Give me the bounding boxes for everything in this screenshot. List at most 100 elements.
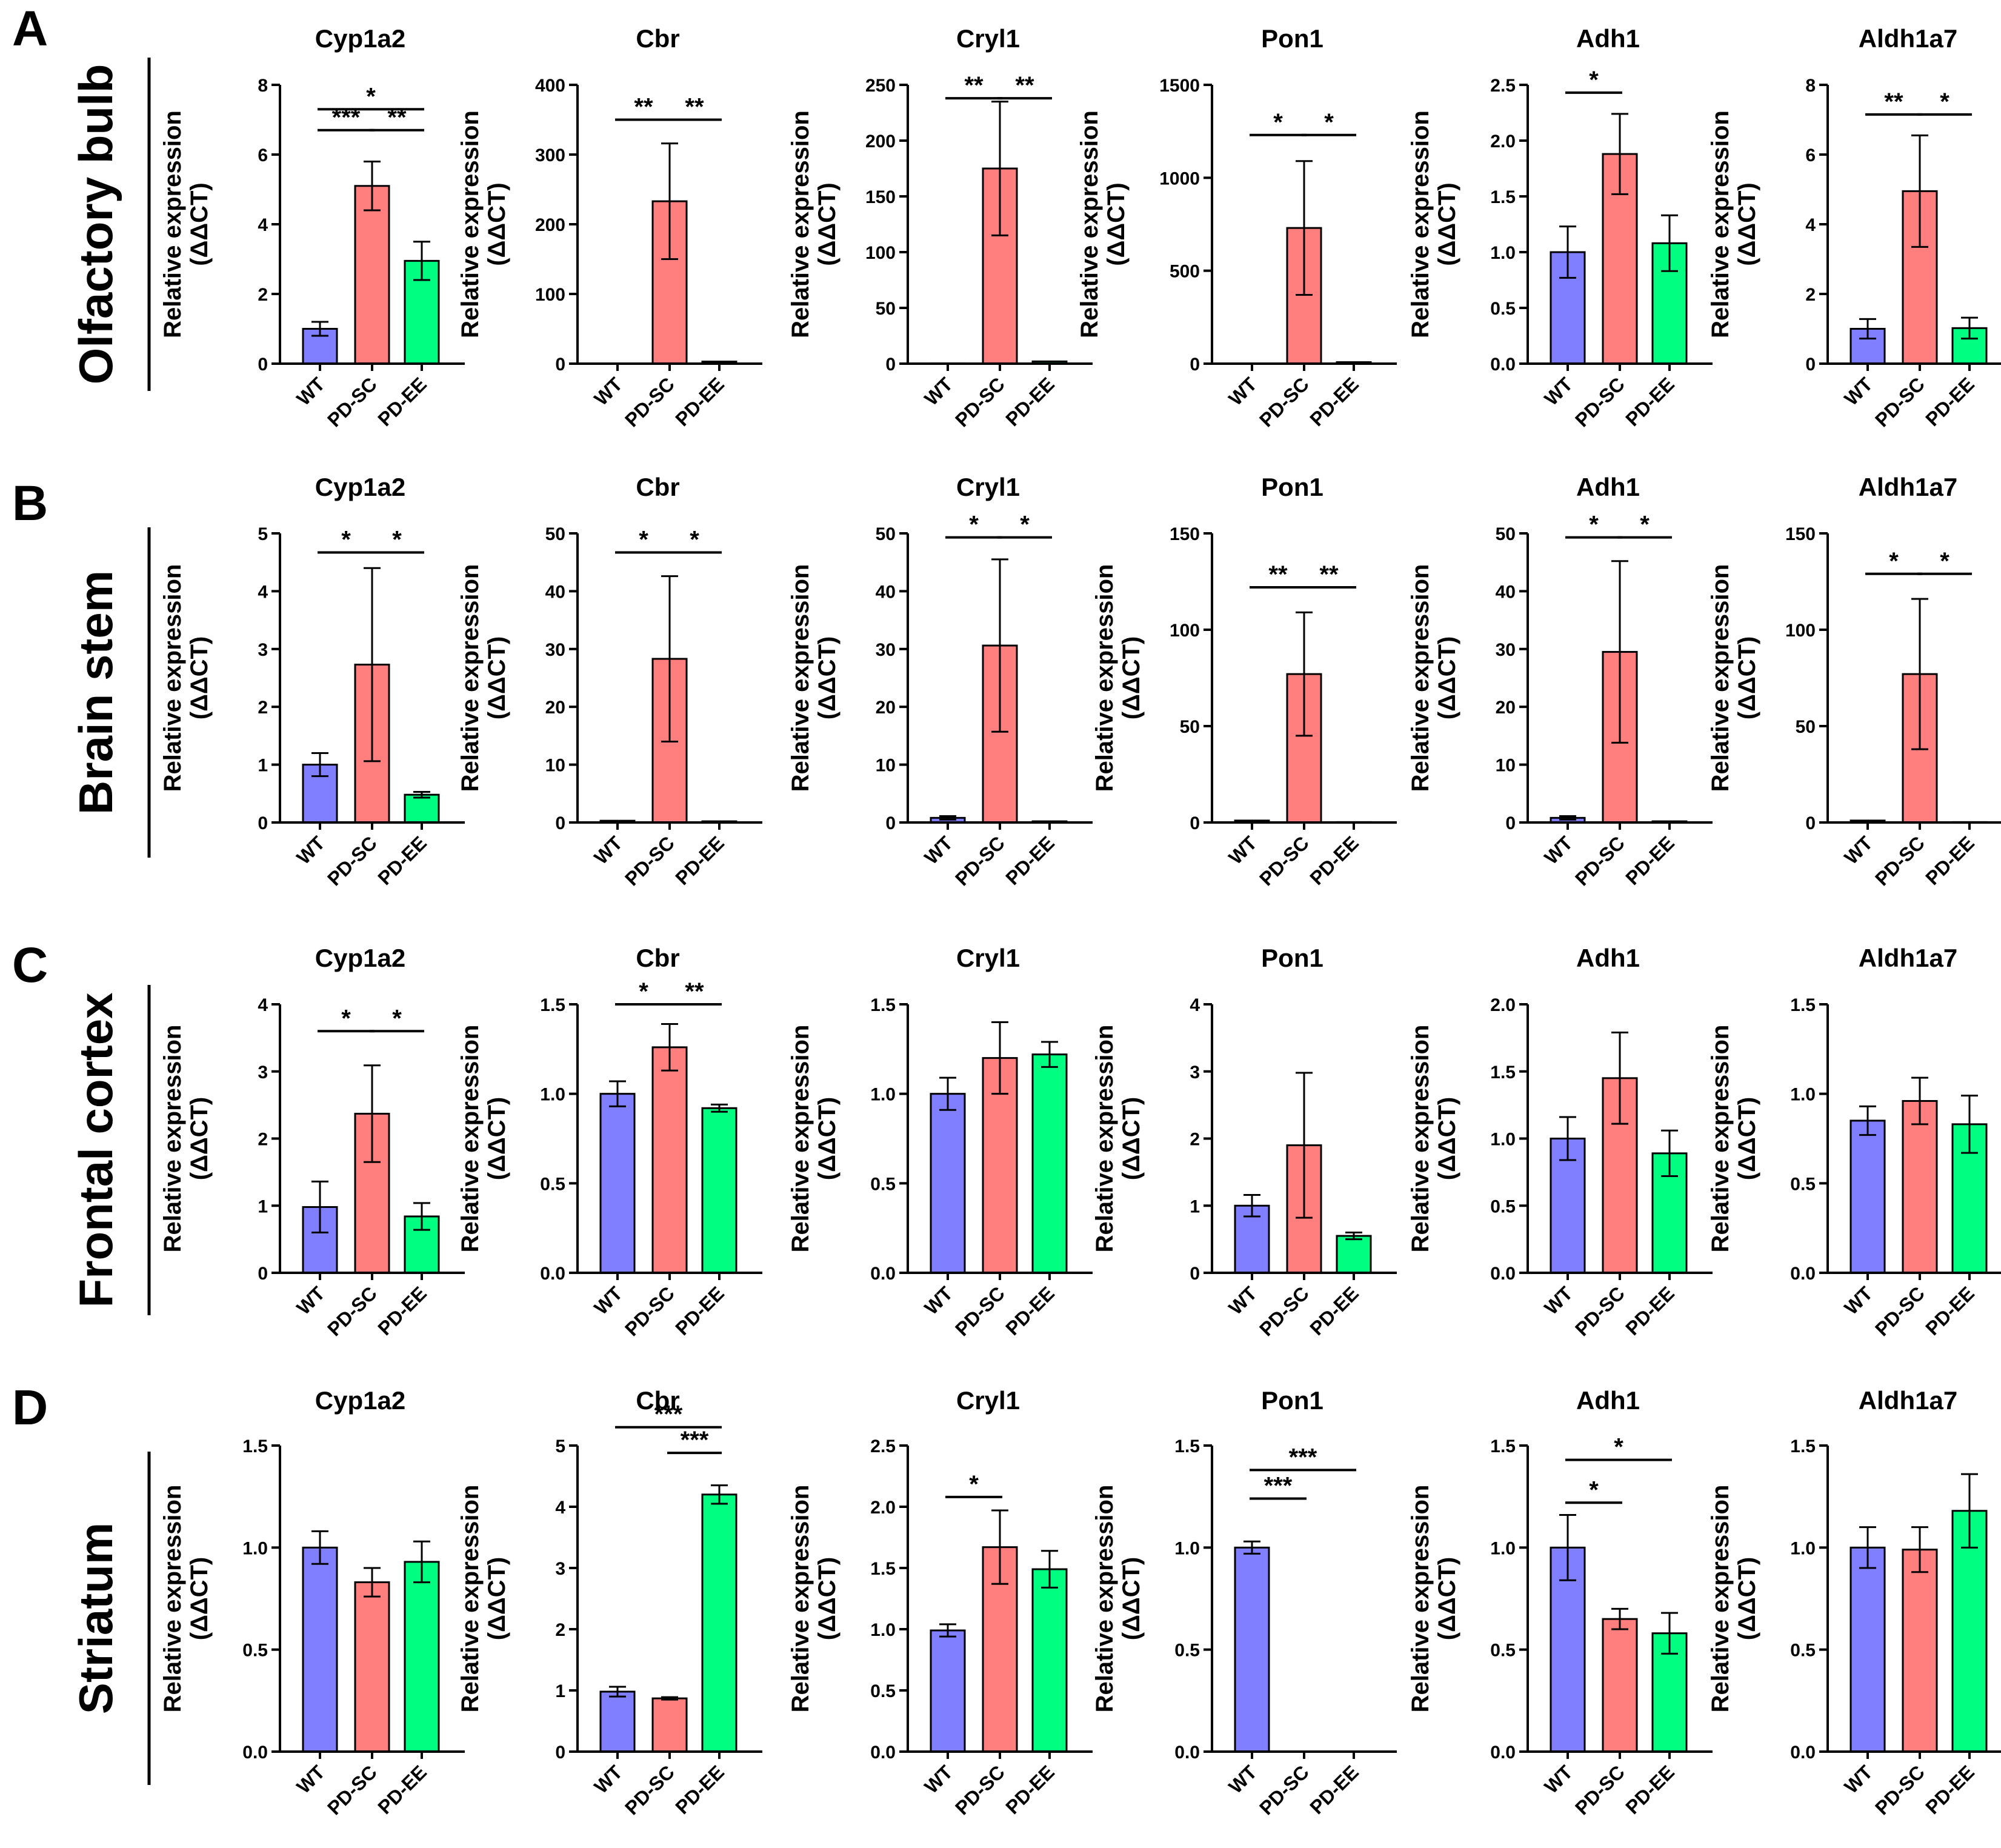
chart-olfactory-bulb-cryl1: Cryl1 Relative expression (ΔΔCT) 0 50 100 150 2… [787,24,1093,431]
bar-pd-ee [1336,1235,1372,1274]
chart-title: Cryl1 [956,24,1020,53]
y-axis-label-unit: (ΔΔCT) [1118,1557,1145,1640]
x-tick-label-pd-sc: PD-SC [951,1282,1009,1340]
y-axis-label-unit: (ΔΔCT) [1434,636,1460,719]
significance-label: * [1273,109,1283,136]
y-tick-label: 2 [258,698,268,718]
chart-frontal-cortex-cryl1: Cryl1 Relative expression (ΔΔCT) 0.0 0.5 1.0 1… [787,944,1093,1340]
chart-title: Adh1 [1576,24,1640,53]
significance-label: ** [685,978,704,1005]
y-tick-label: 2.5 [1490,76,1516,96]
significance-label: * [969,1471,979,1498]
y-tick-label: 1.5 [540,995,565,1015]
y-tick-label: 1.5 [1490,1436,1516,1456]
x-tick-label-pd-sc: PD-SC [1871,1282,1929,1340]
chart-title: Cbr [636,944,679,972]
significance-label: * [1640,512,1650,538]
x-tick-label-wt: WT [1224,1282,1261,1319]
y-tick-label: 2 [555,1620,565,1640]
significance-label: ** [964,72,984,99]
y-tick-label: 1.0 [242,1538,268,1558]
chart-title: Cyp1a2 [315,473,405,501]
x-tick-label-wt: WT [1840,832,1877,869]
x-tick-label-pd-sc: PD-SC [1871,832,1929,890]
y-tick-label: 400 [535,76,565,96]
y-tick-label: 0 [1190,1264,1200,1284]
chart-brain-stem-pon1: Pon1 Relative expression (ΔΔCT) 0 50 100 150 WT… [1091,473,1397,890]
y-tick-label: 10 [1496,756,1516,776]
x-tick-label-wt: WT [1840,1282,1877,1319]
y-tick-label: 200 [535,215,565,235]
y-tick-label: 0 [1805,813,1816,833]
y-tick-label: 250 [865,76,896,96]
x-tick-label-wt: WT [590,373,627,410]
y-tick-label: 1.5 [870,1559,896,1579]
y-tick-label: 20 [545,698,565,718]
y-tick-label: 4 [258,995,268,1015]
y-tick-label: 0 [555,355,565,375]
y-tick-label: 1.5 [242,1436,268,1456]
x-tick-label-pd-ee: PD-EE [1921,1282,1979,1339]
x-tick-label-wt: WT [292,373,329,410]
y-tick-label: 100 [535,285,565,305]
x-tick-label-wt: WT [1224,373,1261,410]
significance-label: * [1614,1434,1623,1461]
y-tick-label: 0.0 [540,1264,565,1284]
significance-label: * [1324,109,1334,136]
y-tick-label: 6 [1805,145,1816,165]
x-tick-label-pd-sc: PD-SC [1871,1761,1929,1819]
y-tick-label: 5 [258,524,268,544]
significance-label: * [392,526,402,553]
y-axis-label: Relative expression [1407,1025,1434,1253]
y-axis-label: Relative expression [1091,1485,1118,1713]
significance-label: * [690,526,699,553]
x-tick-label-wt: WT [1840,1761,1877,1798]
chart-title: Cyp1a2 [315,944,405,972]
y-tick-label: 1.0 [1490,1538,1516,1558]
x-tick-label-pd-sc: PD-SC [1871,373,1929,431]
significance-label: ** [685,94,704,121]
chart-frontal-cortex-pon1: Pon1 Relative expression (ΔΔCT) 0 1 2 3 4 WTPD-S… [1091,944,1397,1340]
y-tick-label: 20 [1496,698,1516,718]
x-tick-label-wt: WT [920,373,957,410]
y-tick-label: 3 [555,1559,565,1579]
bar-pd-ee [1031,1568,1068,1753]
x-tick-label-pd-ee: PD-EE [373,373,431,430]
y-tick-label: 0 [885,355,896,375]
y-tick-label: 1 [555,1681,565,1701]
x-tick-label-pd-sc: PD-SC [323,1761,381,1819]
x-tick-label-pd-ee: PD-EE [1621,1761,1679,1818]
chart-title: Pon1 [1261,473,1323,501]
y-tick-label: 3 [258,640,268,660]
chart-frontal-cortex-cbr: Cbr Relative expression (ΔΔCT) 0.0 0.5 1.0 1.5… [457,944,762,1340]
chart-brain-stem-adh1: Adh1 Relative expression (ΔΔCT) 0 10 20 30 40 50… [1407,473,1713,890]
y-axis-label-unit: (ΔΔCT) [186,1557,213,1640]
bar-wt [930,1093,966,1274]
bar-pd-sc [1602,1618,1638,1753]
x-tick-label-pd-ee: PD-EE [1921,373,1979,430]
y-tick-label: 1.0 [1790,1538,1816,1558]
y-axis-label: Relative expression [787,110,814,338]
significance-label: * [1589,512,1599,538]
x-tick-label-wt: WT [920,832,957,869]
x-tick-label-pd-ee: PD-EE [1305,1761,1363,1818]
y-axis-label-unit: (ΔΔCT) [186,182,213,265]
x-tick-label-pd-ee: PD-EE [1001,373,1059,430]
x-tick-label-pd-ee: PD-EE [373,832,431,889]
y-tick-label: 50 [545,524,565,544]
y-axis-label-unit: (ΔΔCT) [484,636,510,719]
x-tick-label-pd-sc: PD-SC [1255,1761,1313,1819]
x-tick-label-pd-sc: PD-SC [1255,832,1313,890]
y-axis-label: Relative expression [1707,1485,1734,1713]
region-label-olfactory-bulb: Olfactory bulb [69,64,122,385]
y-axis-label-unit: (ΔΔCT) [1103,182,1130,265]
y-tick-label: 0.5 [1174,1641,1200,1661]
bar-pd-sc [651,1697,688,1753]
significance-label: * [341,526,351,553]
y-axis-label-unit: (ΔΔCT) [814,1557,841,1640]
x-tick-label-wt: WT [590,1761,627,1798]
x-tick-label-wt: WT [590,1282,627,1319]
chart-striatum-adh1: Adh1 Relative expression (ΔΔCT) 0.0 0.5 1.0 1.… [1407,1386,1713,1819]
y-axis-label: Relative expression [1707,564,1734,792]
